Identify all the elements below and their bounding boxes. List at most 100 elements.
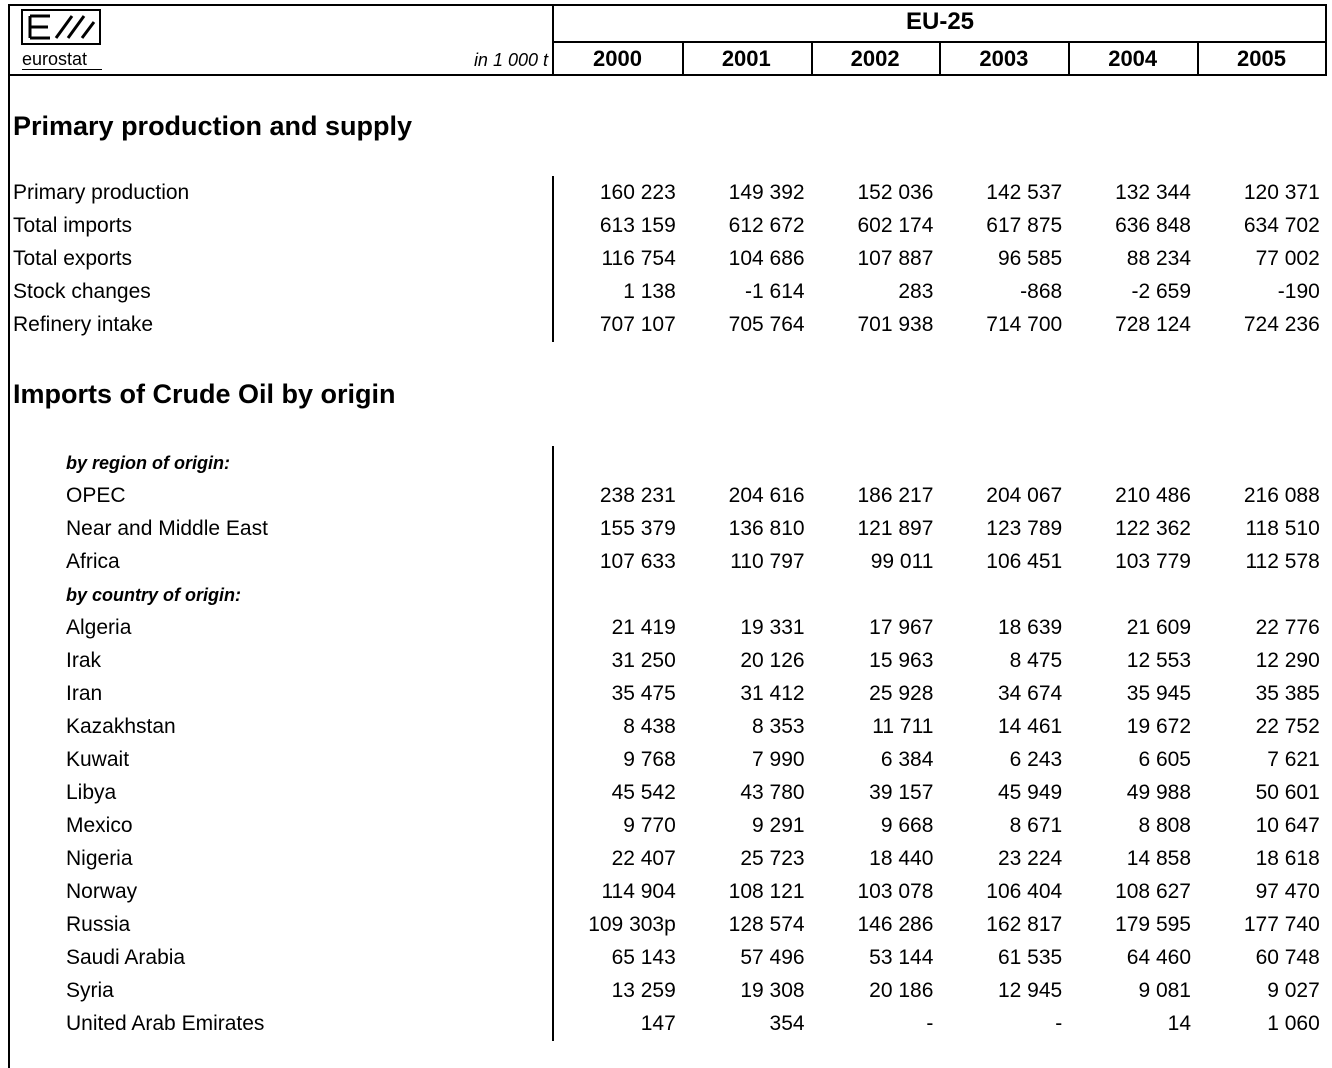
cell-value: 106 451 [986, 550, 1063, 573]
cell-value: 108 121 [728, 880, 805, 903]
cell-value: 25 723 [740, 847, 805, 870]
cell-value: 123 789 [986, 517, 1063, 540]
subheading: by country of origin: [66, 585, 241, 605]
cell-value: - [926, 1012, 934, 1035]
cell-value: 60 748 [1255, 946, 1320, 969]
cell-value: 18 618 [1255, 847, 1320, 870]
cell-value: 1 138 [623, 280, 676, 303]
cell-value: 11 711 [872, 715, 934, 738]
cell-value: 112 578 [1245, 550, 1320, 573]
cell-value: 96 585 [997, 247, 1063, 270]
cell-value: 8 671 [1009, 814, 1063, 837]
row-label: Russia [66, 913, 131, 936]
cell-value: 19 308 [740, 979, 805, 1002]
cell-value: 160 223 [599, 181, 676, 204]
cell-value: 147 [640, 1012, 676, 1035]
cell-value: 210 486 [1115, 484, 1191, 507]
cell-value: 9 770 [623, 814, 676, 837]
cell-value: 22 776 [1255, 616, 1320, 639]
cell-value: 34 674 [997, 682, 1063, 705]
cell-value: 114 904 [601, 880, 676, 903]
cell-value: 602 174 [857, 214, 934, 237]
cell-value: 35 945 [1126, 682, 1191, 705]
cell-value: 106 404 [986, 880, 1063, 903]
cell-value: 121 897 [857, 517, 934, 540]
cell-value: 107 887 [857, 247, 934, 270]
column-divider [939, 42, 942, 75]
cell-value: 17 967 [869, 616, 934, 639]
cell-value: 22 407 [611, 847, 676, 870]
region: EU-25 [905, 8, 975, 35]
cell-value: 19 331 [740, 616, 805, 639]
cell-value: 39 157 [869, 781, 934, 804]
cell-value: 104 686 [728, 247, 805, 270]
cell-value: 177 740 [1243, 913, 1320, 936]
row-label: Kazakhstan [66, 715, 176, 738]
row-label: Saudi Arabia [66, 946, 186, 969]
row-label: Mexico [66, 814, 133, 837]
cell-value: 9 081 [1138, 979, 1191, 1002]
cell-value: 64 460 [1126, 946, 1191, 969]
cell-value: 136 810 [728, 517, 805, 540]
row-label: Refinery intake [13, 313, 154, 336]
cell-value: 110 797 [730, 550, 805, 573]
cell-value: 103 779 [1115, 550, 1191, 573]
column-divider [1197, 42, 1199, 75]
cell-value: 13 259 [611, 979, 676, 1002]
row-label: Iran [66, 682, 103, 705]
row-label: OPEC [66, 484, 126, 507]
subheading: by region of origin: [66, 453, 230, 473]
cell-value: 7 990 [752, 748, 805, 771]
cell-value: 6 243 [1009, 748, 1063, 771]
cell-value: 61 535 [997, 946, 1063, 969]
cell-value: 65 143 [611, 946, 676, 969]
border [552, 4, 554, 76]
year-header: 2004 [1108, 46, 1158, 71]
cell-value: 238 231 [599, 484, 676, 507]
cell-value: 179 595 [1115, 913, 1191, 936]
cell-value: 116 754 [601, 247, 676, 270]
section-title: Primary production and supply [13, 111, 413, 141]
cell-value: 97 470 [1255, 880, 1320, 903]
cell-value: 8 808 [1138, 814, 1191, 837]
cell-value: 186 217 [857, 484, 934, 507]
cell-value: 283 [898, 280, 934, 303]
cell-value: 216 088 [1243, 484, 1320, 507]
cell-value: 21 419 [611, 616, 676, 639]
unit: in 1 000 t [473, 50, 548, 70]
cell-value: -190 [1277, 280, 1320, 303]
cell-value: 107 633 [599, 550, 676, 573]
column-divider [681, 42, 684, 75]
year-header: 2000 [593, 46, 642, 71]
cell-value: 35 475 [611, 682, 676, 705]
cell-value: 9 668 [880, 814, 934, 837]
year-header: 2002 [850, 46, 900, 71]
cell-value: 118 510 [1245, 517, 1320, 540]
cell-value: 35 385 [1255, 682, 1320, 705]
row-label: Syria [66, 979, 114, 1002]
cell-value: 53 144 [869, 946, 934, 969]
cell-value: 103 078 [857, 880, 934, 903]
row-label: Nigeria [66, 847, 133, 870]
cell-value: 162 817 [986, 913, 1063, 936]
row-label: Total imports [13, 214, 133, 237]
border [1325, 4, 1327, 76]
cell-value: 45 542 [611, 781, 676, 804]
cell-value: -2 659 [1131, 280, 1191, 303]
year-header: 2003 [979, 46, 1029, 71]
cell-value: 9 768 [623, 748, 676, 771]
cell-value: 49 988 [1126, 781, 1191, 804]
cell-value: 128 574 [728, 913, 805, 936]
cell-value: 9 291 [752, 814, 805, 837]
cell-value: 20 186 [869, 979, 934, 1002]
year-header: 2001 [721, 46, 771, 71]
year-header: 2005 [1237, 46, 1286, 71]
cell-value: 152 036 [857, 181, 934, 204]
cell-value: 18 639 [997, 616, 1063, 639]
logo [21, 9, 101, 45]
cell-value: 714 700 [986, 313, 1063, 336]
cell-value: 636 848 [1115, 214, 1191, 237]
cell-value: 10 647 [1255, 814, 1320, 837]
logo-text: eurostat [22, 49, 88, 69]
